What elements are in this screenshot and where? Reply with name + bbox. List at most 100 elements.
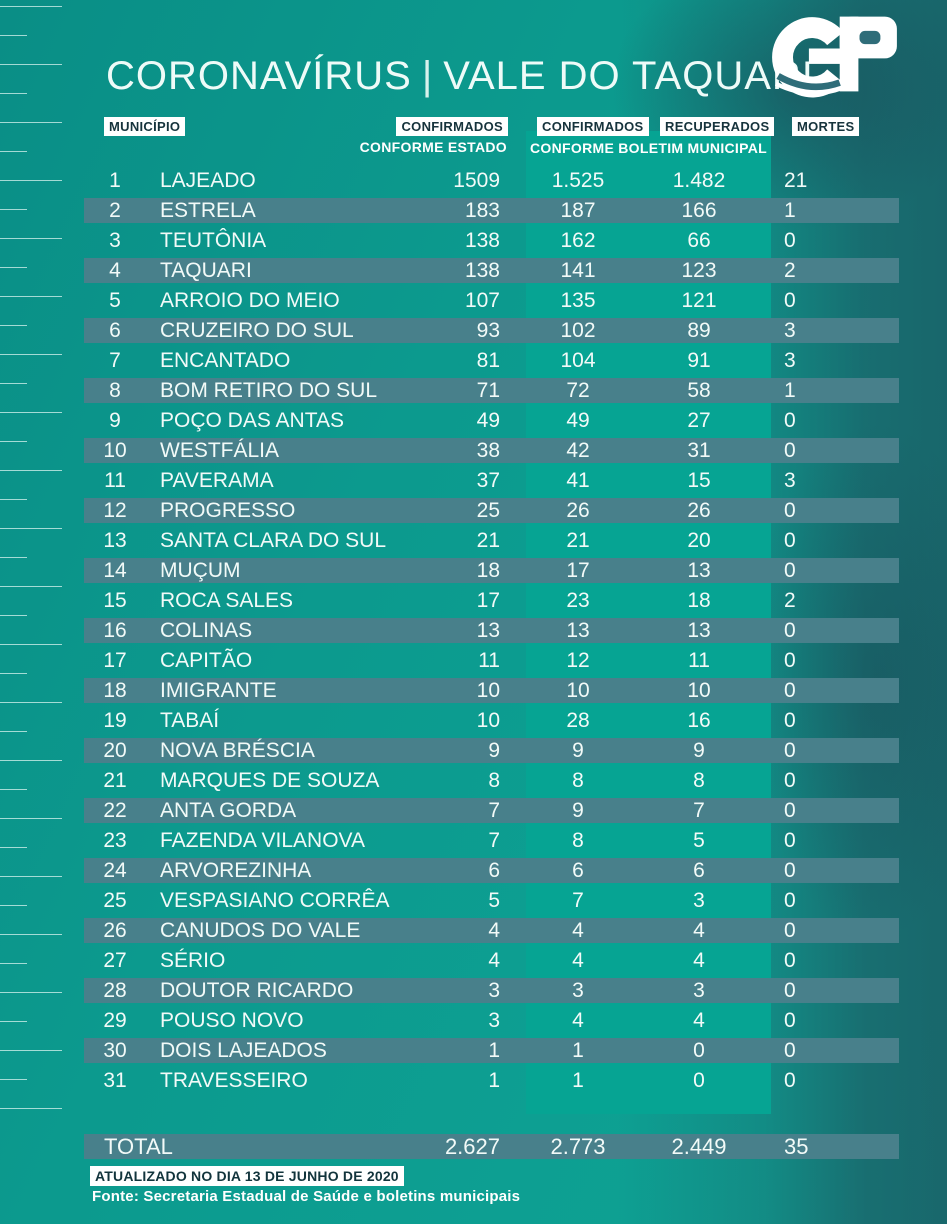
row-number: 23 [103,829,127,852]
deaths-value: 2 [784,589,796,612]
table-row: 27 SÉRIO 4 4 4 0 [84,948,899,978]
confirmed-municipal-value: 23 [566,589,590,612]
row-number: 12 [103,499,127,522]
deaths-value: 3 [784,319,796,342]
confirmed-municipal-value: 13 [566,619,590,642]
row-number: 25 [103,889,127,912]
table-row: 31 TRAVESSEIRO 1 1 0 0 [84,1068,899,1098]
table-row: 2 ESTRELA 183 187 166 1 [84,198,899,228]
confirmed-municipal-value: 10 [566,679,590,702]
table-row: 15 ROCA SALES 17 23 18 2 [84,588,899,618]
municipality-name: PROGRESSO [160,499,296,522]
deaths-value: 0 [784,529,796,552]
deaths-value: 0 [784,289,796,312]
deaths-value: 0 [784,859,796,882]
confirmed-municipal-value: 17 [566,559,590,582]
recovered-value: 18 [687,589,711,612]
row-number: 1 [109,169,121,192]
row-number: 16 [103,619,127,642]
recovered-value: 7 [693,799,705,822]
table-row: 28 DOUTOR RICARDO 3 3 3 0 [84,978,899,1008]
recovered-value: 4 [693,949,705,972]
recovered-value: 8 [693,769,705,792]
deaths-value: 0 [784,409,796,432]
confirmed-state-value: 13 [476,619,500,642]
municipality-name: TAQUARI [160,259,252,282]
row-number: 24 [103,859,127,882]
title-part1: CORONAVÍRUS [106,54,412,98]
recovered-value: 6 [693,859,705,882]
deaths-value: 0 [784,679,796,702]
confirmed-state-value: 9 [488,739,500,762]
table-row: 7 ENCANTADO 81 104 91 3 [84,348,899,378]
title-part2: VALE DO TAQUARI [443,54,814,98]
column-header-recuperados: RECUPERADOS [660,117,775,136]
confirmed-state-value: 107 [464,289,500,312]
municipality-name: TRAVESSEIRO [160,1069,308,1092]
row-number: 30 [103,1039,127,1062]
recovered-value: 66 [687,229,711,252]
confirmed-state-value: 1509 [453,169,500,192]
confirmed-municipal-value: 6 [572,859,584,882]
confirmed-state-value: 1 [488,1069,500,1092]
row-number: 31 [103,1069,127,1092]
municipality-name: ENCANTADO [160,349,291,372]
column-subheader-conforme-boletim: CONFORME BOLETIM MUNICIPAL [530,140,767,156]
recovered-value: 0 [693,1039,705,1062]
updated-date-label: ATUALIZADO NO DIA 13 DE JUNHO DE 2020 [90,1166,404,1186]
confirmed-municipal-value: 1 [572,1039,584,1062]
municipality-name: NOVA BRÉSCIA [160,739,315,762]
confirmed-state-value: 4 [488,949,500,972]
deaths-value: 0 [784,439,796,462]
municipality-name: TABAÍ [160,709,220,732]
recovered-value: 13 [687,619,711,642]
confirmed-municipal-value: 1 [572,1069,584,1092]
deaths-value: 0 [784,649,796,672]
deaths-value: 21 [784,169,808,192]
municipality-name: VESPASIANO CORRÊA [160,889,390,912]
table-row: 8 BOM RETIRO DO SUL 71 72 58 1 [84,378,899,408]
deaths-value: 0 [784,1039,796,1062]
page-title: CORONAVÍRUS | VALE DO TAQUARI [106,54,814,99]
confirmed-state-value: 11 [478,649,500,672]
confirmed-state-value: 138 [464,259,500,282]
municipality-name: ANTA GORDA [160,799,297,822]
total-row: TOTAL 2.627 2.773 2.449 35 [84,1134,899,1159]
deaths-value: 0 [784,499,796,522]
confirmed-state-value: 18 [476,559,500,582]
left-ruler-short-ticks [0,35,27,1119]
row-number: 29 [103,1009,127,1032]
table-row: 30 DOIS LAJEADOS 1 1 0 0 [84,1038,899,1068]
municipality-name: DOUTOR RICARDO [160,979,354,1002]
table-row: 3 TEUTÔNIA 138 162 66 0 [84,228,899,258]
recovered-value: 166 [681,199,717,222]
confirmed-state-value: 49 [476,409,500,432]
row-number: 19 [103,709,127,732]
row-number: 10 [103,439,127,462]
table-row: 23 FAZENDA VILANOVA 7 8 5 0 [84,828,899,858]
recovered-value: 89 [687,319,711,342]
recovered-value: 4 [693,919,705,942]
row-number: 9 [109,409,121,432]
confirmed-municipal-value: 49 [566,409,590,432]
deaths-value: 0 [784,889,796,912]
confirmed-state-value: 6 [488,859,500,882]
table-row: 13 SANTA CLARA DO SUL 21 21 20 0 [84,528,899,558]
deaths-value: 3 [784,469,796,492]
confirmed-municipal-value: 12 [566,649,590,672]
confirmed-municipal-value: 141 [560,259,596,282]
table-row: 21 MARQUES DE SOUZA 8 8 8 0 [84,768,899,798]
municipality-name: FAZENDA VILANOVA [160,829,366,852]
row-number: 11 [104,469,126,492]
table-row: 22 ANTA GORDA 7 9 7 0 [84,798,899,828]
recovered-value: 11 [688,649,710,672]
confirmed-state-value: 71 [476,379,500,402]
deaths-value: 0 [784,1009,796,1032]
municipality-name: ROCA SALES [160,589,294,612]
total-confirmed-municipal: 2.773 [550,1134,606,1159]
recovered-value: 3 [693,889,705,912]
municipality-name: PAVERAMA [160,469,274,492]
total-recovered: 2.449 [671,1134,727,1159]
deaths-value: 0 [784,799,796,822]
row-number: 21 [103,769,127,792]
